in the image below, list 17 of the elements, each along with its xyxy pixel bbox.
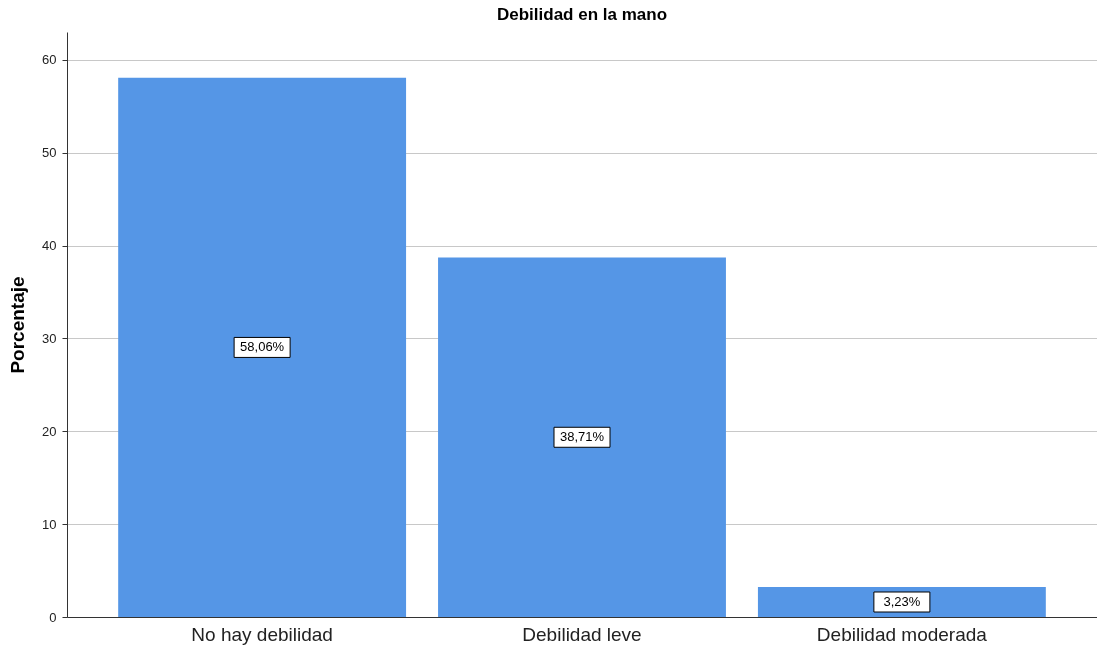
y-tick-label: 20 (42, 423, 57, 439)
chart-title: Debilidad en la mano (496, 5, 668, 24)
x-tick-label: Debilidad moderada (816, 623, 988, 645)
y-axis-title: Porcentaje (7, 276, 29, 374)
x-tick-label: No hay debilidad (191, 623, 333, 645)
y-tick-label: 30 (42, 330, 57, 346)
data-label: 58,06% (240, 339, 285, 355)
y-tick-label: 10 (42, 516, 57, 532)
y-tick-label: 60 (42, 52, 57, 68)
bar (438, 257, 726, 617)
data-label: 38,71% (559, 429, 605, 445)
y-tick-label: 0 (49, 609, 57, 625)
y-tick-label: 40 (42, 238, 57, 254)
y-tick-label: 50 (42, 145, 57, 161)
x-tick-label: Debilidad leve (522, 623, 642, 645)
bar (118, 77, 407, 617)
data-label: 3,23% (883, 594, 921, 609)
